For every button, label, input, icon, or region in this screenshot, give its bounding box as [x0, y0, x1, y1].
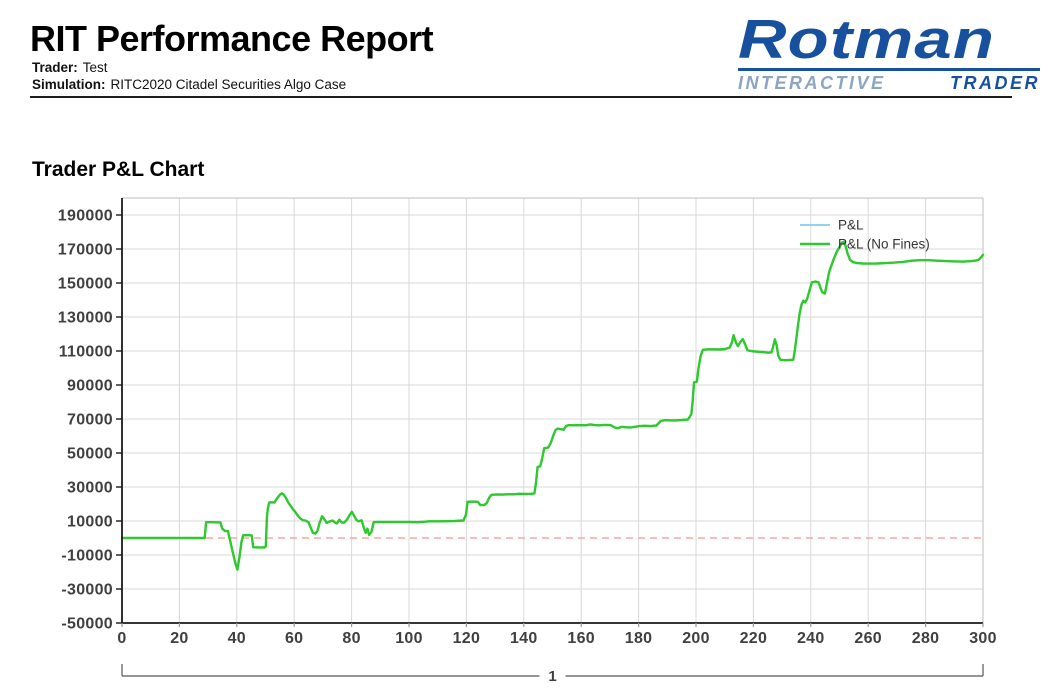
- simulation-label: Simulation:: [32, 77, 106, 92]
- svg-text:30000: 30000: [67, 480, 113, 497]
- logo-subtitle-trader: TRADER: [950, 73, 1040, 93]
- svg-text:160: 160: [567, 630, 595, 647]
- svg-text:1: 1: [548, 668, 556, 685]
- svg-text:P&L (No Fines): P&L (No Fines): [838, 237, 930, 252]
- trader-row: Trader: Test: [32, 60, 108, 75]
- rotman-logo-subtitle: INTERACTIVE TRADER: [738, 73, 1040, 94]
- svg-text:-10000: -10000: [61, 548, 113, 565]
- rotman-wordmark: Rotman: [738, 8, 996, 70]
- trader-label: Trader:: [32, 60, 78, 75]
- svg-text:200: 200: [682, 630, 710, 647]
- x-axis-labels: 0 20 40 60 80 100 120 140 160 180 200 220 240 260 280 3…: [117, 630, 996, 647]
- svg-text:170000: 170000: [58, 242, 113, 259]
- svg-text:-30000: -30000: [61, 582, 113, 599]
- svg-text:180: 180: [625, 630, 653, 647]
- rotman-logo: Rotman INTERACTIVE TRADER: [738, 12, 1040, 94]
- svg-text:140: 140: [510, 630, 538, 647]
- series-line-p-l-no-fines: [120, 240, 985, 571]
- svg-text:P&L: P&L: [838, 218, 864, 233]
- series-line-p-l: [121, 240, 984, 571]
- pnl-chart: 1900001700001500001300001100009000070000…: [58, 197, 997, 685]
- simulation-value: RITC2020 Citadel Securities Algo Case: [110, 77, 347, 92]
- chart-legend: P&L P&L (No Fines): [800, 218, 930, 252]
- header-divider: [30, 96, 1012, 98]
- svg-text:100: 100: [395, 630, 423, 647]
- svg-text:150000: 150000: [58, 276, 113, 293]
- svg-text:50000: 50000: [67, 446, 113, 463]
- logo-subtitle-interactive: INTERACTIVE: [738, 73, 886, 93]
- svg-text:80: 80: [342, 630, 360, 647]
- svg-text:220: 220: [740, 630, 768, 647]
- svg-text:70000: 70000: [67, 412, 113, 429]
- svg-text:110000: 110000: [59, 344, 113, 361]
- svg-text:40: 40: [228, 630, 246, 647]
- svg-text:130000: 130000: [58, 310, 113, 327]
- chart-section-title: Trader P&L Chart: [32, 158, 205, 181]
- y-axis-labels: 190000 170000 150000 130000 110000 90000 70000…: [58, 208, 113, 633]
- svg-text:240: 240: [797, 630, 825, 647]
- svg-text:20: 20: [170, 630, 188, 647]
- svg-text:-50000: -50000: [61, 616, 113, 633]
- svg-text:120: 120: [453, 630, 481, 647]
- svg-text:10000: 10000: [67, 514, 113, 531]
- svg-text:90000: 90000: [67, 378, 113, 395]
- svg-text:190000: 190000: [58, 208, 113, 225]
- report-title: RIT Performance Report: [30, 18, 434, 59]
- trader-value: Test: [82, 60, 108, 75]
- svg-text:260: 260: [854, 630, 882, 647]
- svg-text:280: 280: [912, 630, 940, 647]
- svg-text:0: 0: [117, 630, 126, 647]
- chart-axes: [116, 198, 984, 627]
- svg-text:60: 60: [285, 630, 303, 647]
- simulation-row: Simulation: RITC2020 Citadel Securities A…: [32, 77, 346, 92]
- svg-text:300: 300: [969, 630, 997, 647]
- x-axis-group-bracket: 1: [121, 664, 984, 685]
- rotman-logo-underline: [738, 68, 1040, 71]
